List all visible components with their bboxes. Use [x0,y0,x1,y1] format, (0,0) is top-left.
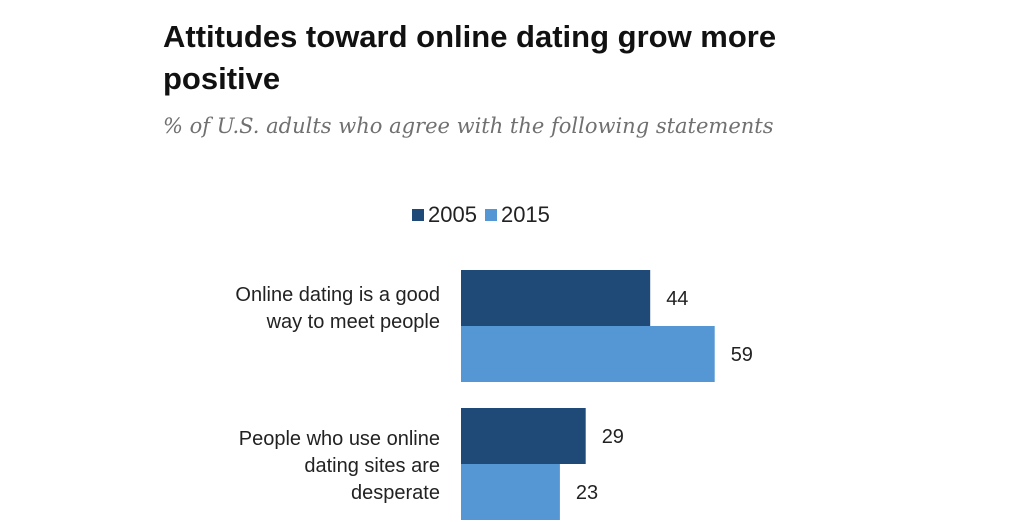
bar-2005-2 [461,408,586,464]
bar-2015-1 [461,326,715,382]
legend-item-2015: 2015 [484,202,550,228]
bar-2005-1 [461,270,651,326]
chart-title: Attitudes toward online dating grow more… [163,19,777,96]
legend-item-2005: 2005 [412,202,477,228]
chart-subtitle: % of U.S. adults who agree with the foll… [163,114,774,138]
category-label: People who use online dating sites are d… [238,428,440,504]
bar-2015-2 [461,464,560,520]
legend-label-2015: 2015 [500,202,550,227]
legend: 2005 2015 [412,202,558,228]
legend-label-2005: 2005 [428,202,477,227]
category-label: Online dating is a good way to meet peop… [235,284,440,333]
data-label-2005-1: 44 [666,288,688,310]
legend-swatch-2005 [412,209,424,221]
data-label-2015-1: 59 [731,344,753,366]
legend-swatch-2015 [484,209,497,221]
data-label-2015-2: 23 [576,482,598,504]
data-label-2005-2: 29 [602,426,624,448]
